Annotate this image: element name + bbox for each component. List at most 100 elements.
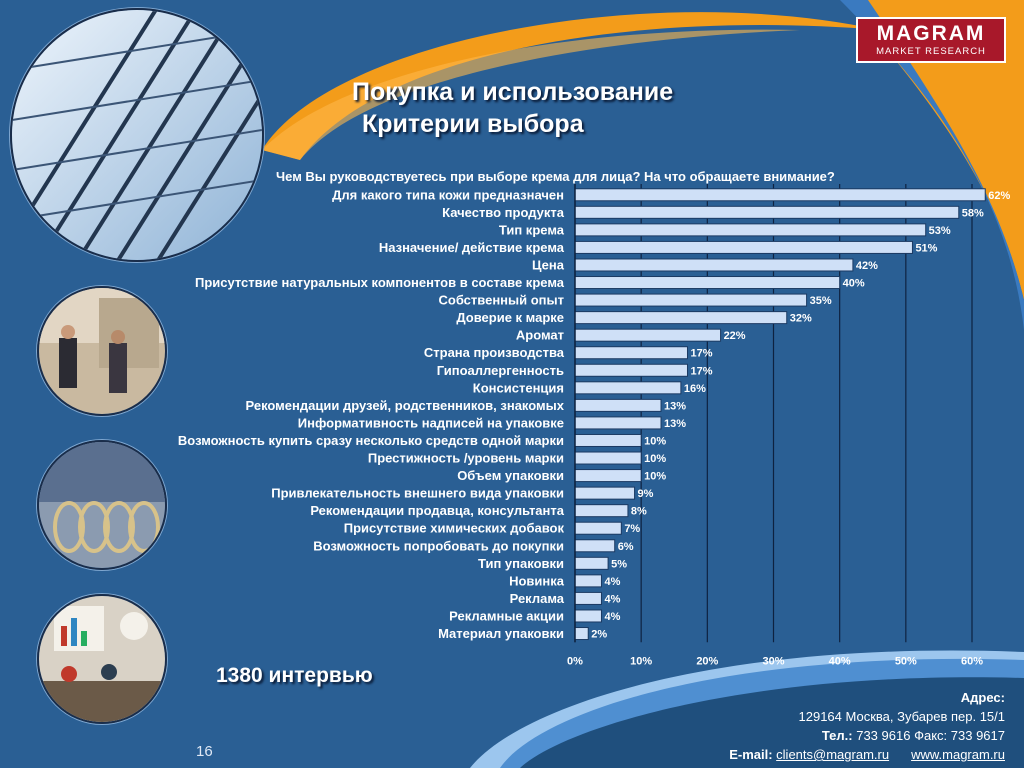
bar xyxy=(574,223,927,237)
x-tick-label: 50% xyxy=(895,655,917,667)
bar xyxy=(574,328,722,342)
category-label: Гипоаллергенность xyxy=(437,363,564,378)
bar xyxy=(574,591,602,605)
x-tick-label: 30% xyxy=(762,655,784,667)
category-label: Консистенция xyxy=(473,380,564,395)
bar xyxy=(574,276,841,290)
bar xyxy=(574,398,662,412)
category-label: Качество продукта xyxy=(442,205,565,220)
bar xyxy=(574,609,602,623)
slide-title: Покупка и использование Критерии выбора xyxy=(352,76,673,140)
category-label: Возможность купить сразу несколько средс… xyxy=(178,433,564,448)
value-label: 7% xyxy=(624,523,640,535)
category-label: Тип упаковки xyxy=(478,556,564,571)
category-label: Собственный опыт xyxy=(438,293,564,308)
binder-rings-photo xyxy=(37,440,167,570)
value-label: 42% xyxy=(856,260,878,272)
bar xyxy=(574,504,629,518)
category-label: Реклама xyxy=(510,591,565,606)
category-label: Престижность /уровень марки xyxy=(368,451,564,466)
value-label: 13% xyxy=(664,400,686,412)
contact-block: Адрес: 129164 Москва, Зубарев пер. 15/1 … xyxy=(729,688,1005,764)
category-label: Присутствие натуральных компонентов в со… xyxy=(195,275,565,290)
address-text: 129164 Москва, Зубарев пер. 15/1 xyxy=(798,709,1005,724)
email-link[interactable]: clients@magram.ru xyxy=(776,747,890,762)
x-tick-label: 10% xyxy=(630,655,652,667)
category-label: Рекомендации друзей, родственников, знак… xyxy=(246,398,565,413)
interview-count: 1380 интервью xyxy=(216,664,373,687)
category-label: Тип крема xyxy=(499,222,565,237)
business-people-photo xyxy=(37,286,167,416)
bar xyxy=(574,240,913,254)
bar xyxy=(574,469,642,483)
bar xyxy=(574,433,642,447)
title-line-2: Критерии выбора xyxy=(362,110,584,138)
phone-number: 733 9616 xyxy=(856,728,911,743)
bar xyxy=(574,627,589,641)
value-label: 17% xyxy=(690,348,712,360)
value-label: 32% xyxy=(790,313,812,325)
email-label: E-mail: xyxy=(729,747,773,762)
building-photo xyxy=(10,8,264,262)
logo-subtitle: MARKET RESEARCH xyxy=(876,46,986,57)
bar xyxy=(574,363,688,377)
value-label: 16% xyxy=(684,383,706,395)
survey-question: Чем Вы руководствуетесь при выборе крема… xyxy=(276,169,835,184)
value-label: 53% xyxy=(929,225,951,237)
value-label: 5% xyxy=(611,558,627,570)
logo-name: MAGRAM xyxy=(876,22,986,45)
value-label: 4% xyxy=(604,576,620,588)
value-label: 8% xyxy=(631,506,647,518)
fax-label: Факс: xyxy=(914,728,948,743)
meeting-photo xyxy=(37,594,167,724)
bar xyxy=(574,539,616,553)
bar xyxy=(574,205,960,219)
x-tick-label: 40% xyxy=(829,655,851,667)
value-label: 22% xyxy=(724,330,746,342)
x-tick-label: 20% xyxy=(696,655,718,667)
title-line-1: Покупка и использование xyxy=(352,78,674,106)
meeting-graphic xyxy=(39,596,165,722)
value-label: 62% xyxy=(988,190,1010,202)
category-label: Присутствие химических добавок xyxy=(344,521,565,536)
x-tick-label: 0% xyxy=(567,655,583,667)
value-label: 10% xyxy=(644,453,666,465)
bar xyxy=(574,311,788,325)
binder-graphic xyxy=(39,442,165,568)
glass-facade-graphic xyxy=(12,10,262,260)
bar xyxy=(574,556,609,570)
category-label: Рекомендации продавца, консультанта xyxy=(310,503,564,518)
bar xyxy=(574,381,682,395)
bar xyxy=(574,451,642,465)
fax-number: 733 9617 xyxy=(950,728,1005,743)
category-label: Привлекательность внешнего вида упаковки xyxy=(271,486,564,501)
category-label: Доверие к марке xyxy=(456,310,564,325)
bar xyxy=(574,521,622,535)
value-label: 17% xyxy=(690,365,712,377)
category-label: Новинка xyxy=(509,573,565,588)
bar xyxy=(574,258,854,272)
value-label: 6% xyxy=(618,541,634,553)
value-label: 58% xyxy=(962,207,984,219)
page-number: 16 xyxy=(196,743,213,760)
category-label: Цена xyxy=(532,257,565,272)
category-label: Страна производства xyxy=(424,345,565,360)
value-label: 51% xyxy=(915,242,937,254)
value-label: 4% xyxy=(604,593,620,605)
address-label: Адрес: xyxy=(960,690,1005,705)
bar xyxy=(574,188,986,202)
value-label: 2% xyxy=(591,629,607,641)
bar xyxy=(574,486,636,500)
website-link[interactable]: www.magram.ru xyxy=(911,747,1005,762)
value-label: 4% xyxy=(604,611,620,623)
magram-logo: MAGRAM MARKET RESEARCH xyxy=(856,17,1006,63)
value-label: 10% xyxy=(644,471,666,483)
category-label: Объем упаковки xyxy=(457,468,564,483)
category-label: Материал упаковки xyxy=(438,626,564,641)
category-label: Аромат xyxy=(516,328,564,343)
category-label: Возможность попробовать до покупки xyxy=(313,538,564,553)
value-label: 9% xyxy=(638,488,654,500)
bar xyxy=(574,346,688,360)
